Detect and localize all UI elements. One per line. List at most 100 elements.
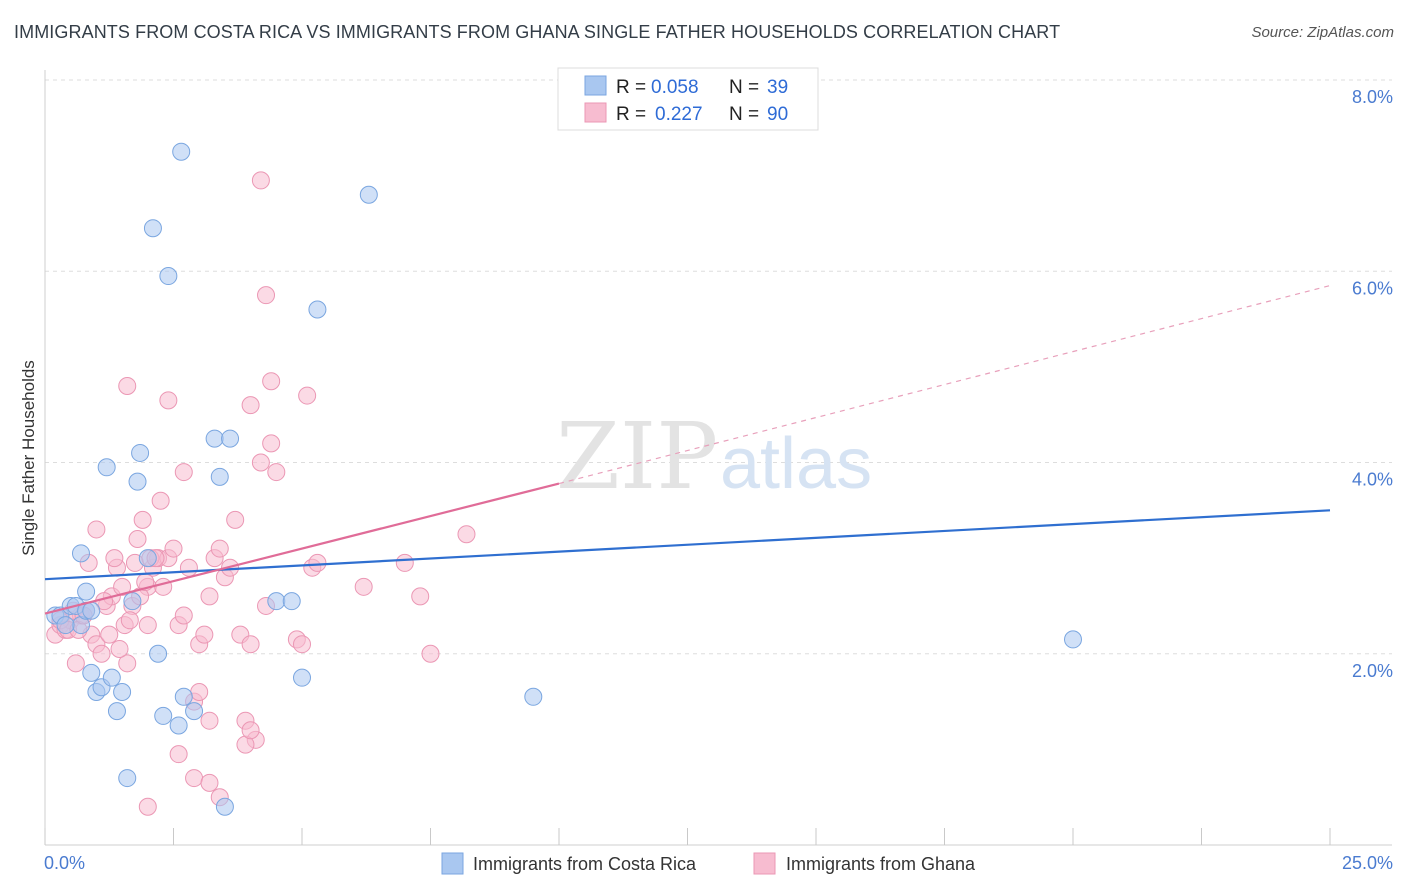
data-point-ghana <box>226 510 245 529</box>
data-point-ghana <box>457 525 476 544</box>
data-point-costa-rica <box>131 443 150 462</box>
data-point-costa-rica <box>138 549 157 568</box>
data-point-ghana <box>151 491 170 510</box>
data-point-ghana <box>395 553 414 572</box>
data-point-costa-rica <box>293 668 311 687</box>
data-point-ghana <box>154 577 173 596</box>
data-point-costa-rica <box>102 668 121 687</box>
data-point-ghana <box>195 625 214 644</box>
data-point-costa-rica <box>123 592 142 611</box>
data-point-ghana <box>92 644 111 663</box>
data-point-ghana <box>118 654 137 673</box>
watermark-zip: ZIP <box>556 403 718 510</box>
x-tick-label-max: 25.0% <box>1342 853 1393 873</box>
trend-line-ghana-extended <box>558 285 1331 485</box>
trend-line-ghana <box>44 482 560 615</box>
legend-n-value-2: 90 <box>767 104 788 125</box>
data-point-costa-rica <box>56 616 75 635</box>
data-point-ghana <box>138 797 157 816</box>
data-point-ghana <box>251 453 270 472</box>
legend-swatch-ghana <box>584 102 607 123</box>
data-point-ghana <box>267 463 286 482</box>
data-point-costa-rica <box>159 267 178 286</box>
y-tick-label: 8.0% <box>1352 87 1393 107</box>
data-point-ghana <box>100 625 119 644</box>
data-point-ghana <box>174 463 193 482</box>
data-point-ghana <box>110 639 129 658</box>
source-label: Source: ZipAtlas.com <box>1251 24 1394 41</box>
data-point-ghana <box>179 558 198 577</box>
data-point-costa-rica <box>82 601 101 620</box>
x-tick-label-min: 0.0% <box>44 853 85 873</box>
top-legend: R = 0.058 N = 39 R = 0.227 N = 90 <box>557 67 819 131</box>
data-point-costa-rica <box>359 185 378 204</box>
data-point-ghana <box>210 539 229 558</box>
data-point-ghana <box>298 386 317 405</box>
chart-title: IMMIGRANTS FROM COSTA RICA VS IMMIGRANTS… <box>14 22 1061 42</box>
data-point-costa-rica <box>185 702 204 721</box>
data-point-ghana <box>200 587 219 606</box>
data-point-costa-rica <box>82 663 101 682</box>
data-point-ghana <box>174 606 193 625</box>
data-point-costa-rica <box>71 544 90 563</box>
data-point-ghana <box>138 616 157 635</box>
legend-n-label-2: N = <box>729 104 764 125</box>
y-tick-labels: 2.0% 4.0% 6.0% 8.0% <box>1352 87 1393 681</box>
data-point-costa-rica <box>1064 630 1082 649</box>
data-point-ghana <box>293 635 311 654</box>
y-tick-label: 4.0% <box>1352 470 1393 490</box>
data-point-ghana <box>105 549 124 568</box>
data-point-ghana <box>113 577 132 596</box>
bottom-legend-label-ghana: Immigrants from Ghana <box>786 854 976 874</box>
bottom-legend: Immigrants from Costa Rica Immigrants fr… <box>441 852 976 875</box>
data-point-ghana <box>200 711 219 730</box>
data-point-costa-rica <box>172 142 191 161</box>
data-point-ghana <box>169 745 188 764</box>
data-point-ghana <box>262 434 281 453</box>
bottom-legend-swatch-ghana <box>753 852 776 875</box>
legend-r-label-2: R = <box>616 104 651 125</box>
data-point-costa-rica <box>215 797 234 816</box>
data-point-ghana <box>251 171 270 190</box>
legend-swatch-costa-rica <box>584 75 607 96</box>
data-point-ghana <box>133 510 152 529</box>
data-point-costa-rica <box>210 467 229 486</box>
data-point-costa-rica <box>154 706 173 725</box>
data-point-ghana <box>308 553 327 572</box>
data-point-ghana <box>241 396 260 415</box>
data-point-costa-rica <box>118 769 137 788</box>
bottom-legend-swatch-costa-rica <box>441 852 464 875</box>
data-point-ghana <box>257 286 276 305</box>
legend-r-value-1: 0.058 <box>651 77 699 98</box>
data-point-ghana <box>66 654 85 673</box>
series-costa-rica-points <box>46 142 1082 816</box>
data-point-ghana <box>354 577 373 596</box>
y-axis-label: Single Father Households <box>19 360 38 556</box>
data-point-ghana <box>190 683 209 701</box>
data-point-costa-rica <box>128 472 147 491</box>
trend-line-costa-rica <box>44 509 1331 581</box>
data-point-costa-rica <box>205 429 224 448</box>
data-point-ghana <box>200 773 219 792</box>
data-point-ghana <box>421 644 440 663</box>
data-point-costa-rica <box>524 687 543 706</box>
y-tick-label: 2.0% <box>1352 661 1393 681</box>
data-point-costa-rica <box>221 429 240 448</box>
data-point-costa-rica <box>169 716 188 735</box>
data-point-costa-rica <box>267 592 286 611</box>
data-point-costa-rica <box>174 687 193 706</box>
data-point-ghana <box>164 539 183 558</box>
data-point-ghana <box>241 721 260 740</box>
data-point-costa-rica <box>143 219 162 238</box>
series-ghana-points <box>46 171 476 816</box>
data-point-ghana <box>241 635 260 654</box>
data-point-costa-rica <box>97 458 116 477</box>
data-point-ghana <box>128 530 147 548</box>
y-tick-label: 6.0% <box>1352 278 1393 298</box>
bottom-legend-label-costa-rica: Immigrants from Costa Rica <box>473 854 697 874</box>
data-point-ghana <box>87 520 106 539</box>
legend-r-value-2: 0.227 <box>655 104 703 125</box>
data-point-ghana <box>118 377 137 395</box>
data-point-costa-rica <box>77 582 96 601</box>
